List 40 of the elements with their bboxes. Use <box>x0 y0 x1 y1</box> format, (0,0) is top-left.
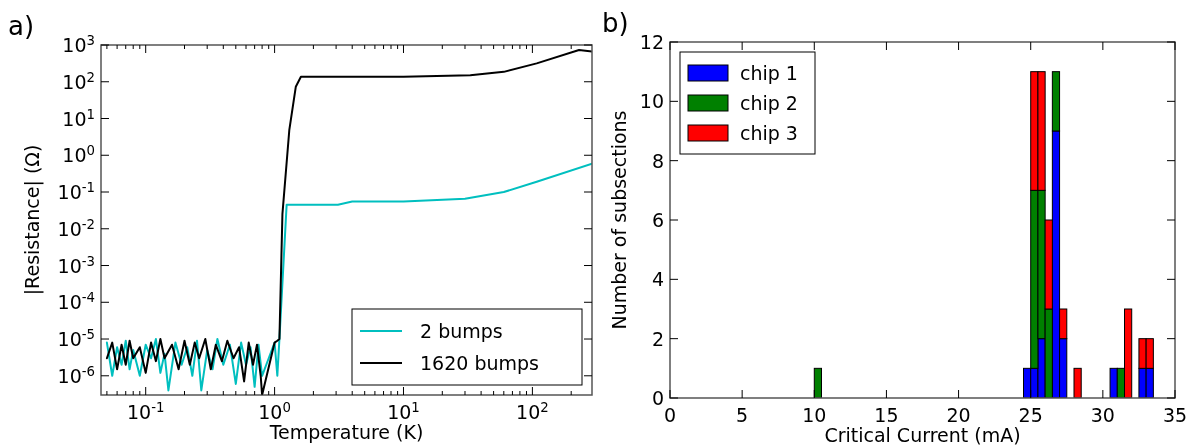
y-tick-label: 10$^{-4}$ <box>57 289 95 314</box>
y-tick-label: 12 <box>639 31 664 53</box>
x-tick-label: 10 <box>802 404 827 426</box>
legend-label: 1620 bumps <box>420 352 539 374</box>
y-tick-label: 10$^{0}$ <box>62 142 95 167</box>
y-tick-label: 10$^{3}$ <box>62 32 95 56</box>
x-tick-label: 30 <box>1090 404 1115 426</box>
y-tick-label: 4 <box>651 268 664 291</box>
y-tick-label: 10$^{1}$ <box>62 106 95 130</box>
x-tick-label: 10$^{-1}$ <box>126 399 165 423</box>
bar <box>1073 367 1082 398</box>
y-tick-label: 10$^{-5}$ <box>57 326 95 351</box>
x-tick-label: 10$^{1}$ <box>387 399 420 423</box>
y-tick-label: 10$^{-6}$ <box>57 363 95 387</box>
y-tick-label: 10$^{-3}$ <box>57 253 95 277</box>
legend-label: chip 1 <box>740 62 798 84</box>
y-axis-title: Number of subsections <box>608 110 630 330</box>
y-tick-label: 10 <box>639 90 664 113</box>
legend-label: chip 2 <box>740 92 798 114</box>
x-tick-label: 25 <box>1018 404 1043 426</box>
y-axis-title: |Resistance| (Ω) <box>21 144 44 296</box>
y-tick-label: 10$^{-2}$ <box>57 216 95 240</box>
bar <box>813 367 822 398</box>
text: a) <box>8 11 35 41</box>
y-tick-label: 6 <box>651 209 664 231</box>
legend-label: chip 3 <box>740 122 798 144</box>
x-tick-label: 20 <box>946 404 971 426</box>
legend-label: 2 bumps <box>420 320 503 342</box>
x-tick-label: 10$^{2}$ <box>516 399 549 423</box>
x-tick-label: 10$^{0}$ <box>258 399 291 423</box>
text: b) <box>602 8 629 38</box>
x-tick-label: 15 <box>874 404 899 426</box>
x-axis-title: Temperature (K) <box>268 421 424 443</box>
y-tick-label: 10$^{2}$ <box>62 69 95 93</box>
y-tick-label: 2 <box>651 327 664 350</box>
y-tick-label: 8 <box>651 149 664 172</box>
y-tick-label: 10$^{-1}$ <box>57 179 95 204</box>
x-axis-title: Critical Current (mA) <box>824 424 1021 446</box>
x-tick-label: 5 <box>736 404 749 426</box>
x-tick-label: 35 <box>1162 404 1187 426</box>
